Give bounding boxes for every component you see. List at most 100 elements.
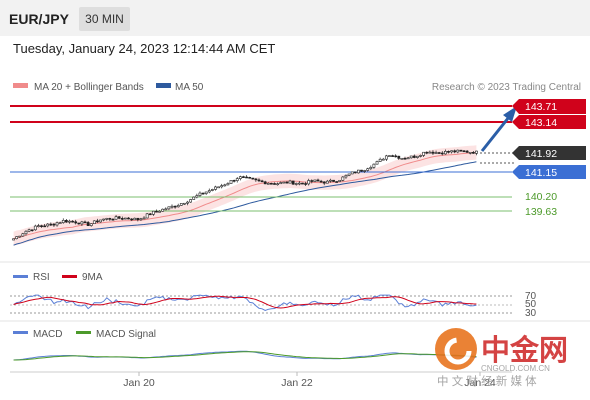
candle-body <box>204 191 208 194</box>
candle-body <box>288 180 292 184</box>
candle-body <box>114 216 118 220</box>
candle-body <box>462 150 466 153</box>
candle-body <box>37 225 40 227</box>
candle-body <box>372 163 376 168</box>
candle-body <box>120 218 124 220</box>
candle-body <box>254 178 258 181</box>
candle-body <box>381 158 385 161</box>
price-label-current: 141.92 <box>512 146 586 160</box>
candle-body <box>434 152 438 154</box>
timeframe-button[interactable]: 30 MIN <box>79 7 130 31</box>
price-label-pivot: 141.15 <box>512 165 586 179</box>
candle-body <box>164 208 168 211</box>
candle-body <box>86 222 90 226</box>
candle-body <box>279 182 283 185</box>
candle-body <box>124 217 127 220</box>
candle-body <box>102 218 106 221</box>
candle-body <box>217 186 220 189</box>
bollinger-band <box>13 145 477 246</box>
candle-body <box>155 210 158 213</box>
candle-body <box>294 183 298 185</box>
candle-body <box>453 150 457 153</box>
price-label-r1: 143.14 <box>512 115 586 129</box>
candle-body <box>18 235 22 238</box>
candle-body <box>245 176 248 179</box>
candle-body <box>30 229 34 232</box>
candle-body <box>341 176 345 181</box>
candle-body <box>179 203 183 206</box>
candle-body <box>77 222 81 225</box>
candle-body <box>64 220 68 223</box>
candle-body <box>325 180 329 184</box>
candle-body <box>248 176 252 179</box>
candle-body <box>145 213 149 219</box>
candle-body <box>431 151 435 154</box>
candle-body <box>304 183 307 185</box>
candle-body <box>273 183 276 185</box>
candle-body <box>375 161 379 165</box>
research-credit: Research © 2023 Trading Central <box>432 82 581 93</box>
x-tick-label-2: Jan 22 <box>281 377 313 389</box>
candle-body <box>223 184 227 187</box>
candle-body <box>201 192 205 195</box>
header-bar: EUR/JPY 30 MIN <box>0 0 590 36</box>
price-label-s1: 140.20 <box>525 191 557 203</box>
candle-body <box>192 196 196 200</box>
candle-body <box>49 223 53 226</box>
candle-body <box>108 218 112 220</box>
candle-body <box>409 155 413 159</box>
forecast-arrow-head <box>503 106 517 122</box>
candle-body <box>307 180 311 185</box>
candle-body <box>235 178 239 181</box>
candle-body <box>388 155 391 157</box>
candle-body <box>142 217 146 220</box>
candle-body <box>270 182 273 185</box>
price-label-s2: 139.63 <box>525 206 557 218</box>
candle-body <box>189 199 193 203</box>
candle-body <box>133 217 137 221</box>
candle-body <box>111 218 115 221</box>
candle-body <box>257 179 261 182</box>
candle-body <box>456 149 460 153</box>
candle-body <box>335 181 339 183</box>
candle-body <box>322 181 326 184</box>
candle-body <box>419 155 422 157</box>
candle-body <box>198 192 202 196</box>
cngold-watermark: 中金网 CNGOLD.COM.CN 中 文 财 经 新 媒 体 <box>435 328 568 388</box>
candle-body <box>83 221 87 224</box>
candle-body <box>232 180 236 182</box>
candle-body <box>428 151 432 154</box>
candlestick-series <box>12 149 478 241</box>
x-tick-label-1: Jan 20 <box>123 377 155 389</box>
svg-text:141.15: 141.15 <box>525 167 557 179</box>
candle-body <box>347 173 351 176</box>
candle-body <box>391 155 394 157</box>
candle-body <box>24 230 28 235</box>
chart-datetime: Tuesday, January 24, 2023 12:14:44 AM CE… <box>13 41 276 56</box>
macd-signal-line <box>13 351 477 361</box>
rsi-ma9-line <box>13 295 477 309</box>
candle-body <box>170 205 174 208</box>
candle-body <box>127 217 130 220</box>
candle-body <box>406 157 410 160</box>
candle-body <box>89 223 93 226</box>
candle-body <box>353 171 357 174</box>
candle-body <box>416 155 419 158</box>
candle-body <box>422 151 426 156</box>
candle-body <box>238 176 242 179</box>
candle-body <box>55 222 59 226</box>
currency-pair-title: EUR/JPY <box>9 11 69 27</box>
candle-body <box>425 151 429 154</box>
rsi-legend-label: RSI <box>33 272 50 283</box>
candle-body <box>105 218 109 220</box>
candle-body <box>344 175 348 178</box>
candle-body <box>282 181 286 184</box>
svg-text:143.14: 143.14 <box>525 117 557 129</box>
candle-body <box>27 229 31 232</box>
rsi-30-label: 30 <box>525 308 537 319</box>
candle-body <box>301 182 304 185</box>
candle-body <box>319 180 323 183</box>
candle-body <box>161 208 165 212</box>
macd-signal-legend-swatch <box>76 331 91 334</box>
